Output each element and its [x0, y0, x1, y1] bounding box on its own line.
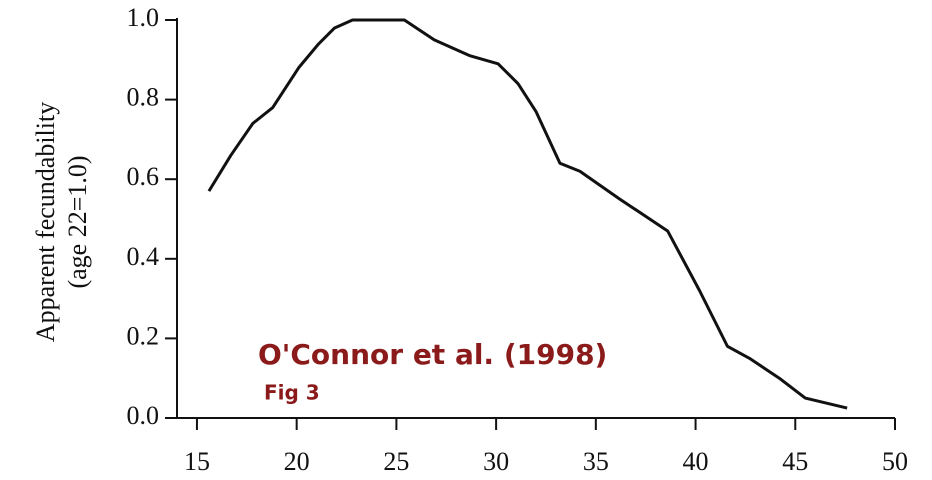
x-tick-label: 25: [383, 447, 409, 476]
x-tick-label: 35: [583, 447, 609, 476]
y-tick-label: 0.4: [127, 242, 160, 271]
data-line: [207, 18, 848, 410]
y-axis-label: Apparent fecundability: [31, 102, 60, 342]
x-tick-label: 50: [882, 447, 908, 476]
y-tick-label: 0.8: [127, 83, 160, 112]
y-axis-label: (age 22=1.0): [63, 155, 92, 288]
y-tick-label: 0.6: [127, 162, 160, 191]
y-tick-label: 1.0: [127, 3, 160, 32]
x-tick-label: 15: [184, 447, 210, 476]
x-tick-label: 20: [284, 447, 310, 476]
x-tick-label: 45: [782, 447, 808, 476]
x-tick-label: 40: [683, 447, 709, 476]
y-tick-label: 0.2: [127, 321, 160, 350]
annotation: Fig 3: [264, 381, 320, 405]
x-tick-label: 30: [483, 447, 509, 476]
y-tick-label: 0.0: [127, 401, 160, 430]
annotation: O'Connor et al. (1998): [258, 338, 607, 371]
